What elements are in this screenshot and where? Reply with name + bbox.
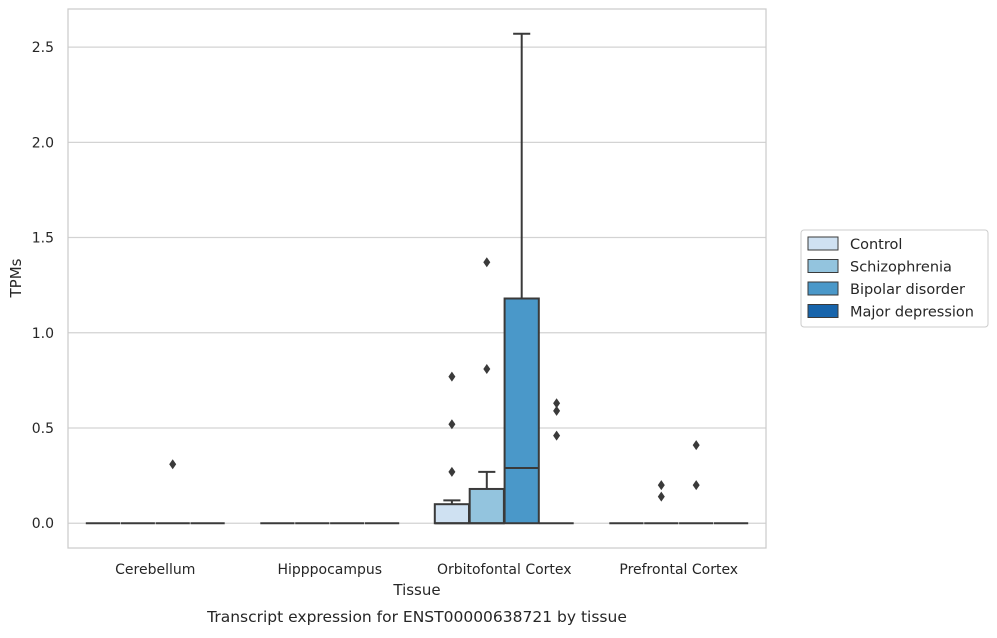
box-layer <box>85 32 749 525</box>
y-tick-label: 1.0 <box>32 326 54 342</box>
chart-caption: Transcript expression for ENST0000063872… <box>206 608 627 626</box>
outlier-point <box>448 466 456 477</box>
box-body <box>433 503 471 525</box>
box-bipolar-disorder <box>679 440 714 525</box>
box-body <box>503 297 540 525</box>
y-tick-label: 0.0 <box>32 516 54 532</box>
outlier-point <box>657 480 665 491</box>
legend-label: Bipolar disorder <box>850 282 965 298</box>
outlier-point <box>448 419 456 430</box>
outlier-point <box>657 491 665 502</box>
plot-frame <box>67 8 767 549</box>
box-bipolar-disorder <box>155 459 190 525</box>
outlier-point <box>483 257 491 268</box>
box-bipolar-disorder <box>503 32 540 525</box>
outlier-point <box>553 398 561 409</box>
x-tick-label: Orbitofontal Cortex <box>437 562 572 578</box>
box-body <box>468 487 505 525</box>
legend-label: Major depression <box>850 305 974 321</box>
y-tick-label: 2.5 <box>32 40 54 56</box>
y-tick-label: 1.5 <box>32 231 54 247</box>
outlier-point <box>553 405 561 416</box>
y-tick-label: 2.0 <box>32 135 54 151</box>
outlier-point <box>483 363 491 374</box>
outlier-point <box>553 430 561 441</box>
box-control <box>433 371 471 525</box>
legend-swatch <box>807 304 839 318</box>
legend-frame <box>800 229 989 328</box>
legend: Control Schizophrenia Bipolar disorder Majo… <box>800 229 989 328</box>
legend-label: Schizophrenia <box>850 260 952 276</box>
legend-items: Control Schizophrenia Bipolar disorder Majo… <box>807 236 974 321</box>
legend-swatch <box>807 236 839 251</box>
outlier-point <box>169 459 177 470</box>
x-tick-label: Cerebellum <box>115 562 195 578</box>
x-tick-label: Hipppocampus <box>277 562 382 578</box>
y-tick-label: 0.5 <box>32 421 54 437</box>
x-tick-label: Prefrontal Cortex <box>619 562 738 578</box>
box-schizophrenia <box>468 257 505 525</box>
x-tick-labels: Cerebellum Hipppocampus Orbitofontal Corte… <box>115 562 738 578</box>
outlier-point <box>448 371 456 382</box>
legend-swatch <box>807 281 839 296</box>
x-axis-label: Tissue <box>392 581 440 599</box>
legend-swatch <box>807 259 839 273</box>
legend-label: Control <box>850 237 902 253</box>
y-tick-labels: 0.0 0.5 1.0 1.5 2.0 2.5 <box>32 40 54 532</box>
outlier-point <box>692 480 700 491</box>
y-axis-label: TPMs <box>7 258 25 298</box>
box-major-depression <box>539 398 574 525</box>
grid-layer <box>68 46 766 524</box>
box-schizophrenia <box>644 480 679 525</box>
outlier-point <box>692 440 700 451</box>
